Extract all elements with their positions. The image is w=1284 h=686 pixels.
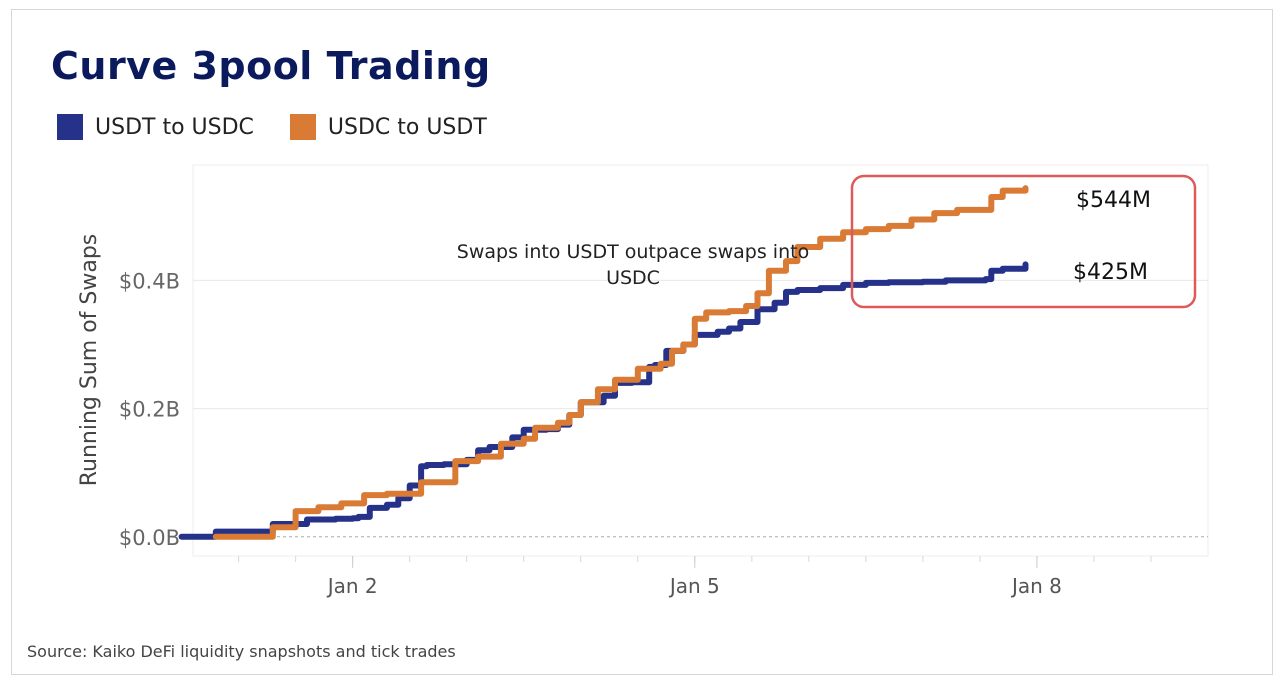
y-axis-title: Running Sum of Swaps (77, 234, 102, 487)
annotation-line-2: USDC (606, 267, 660, 289)
series-line-usdc-to-usdt (212, 185, 1029, 540)
y-tick-label: $0.4B (119, 269, 180, 293)
legend-swatch-usdt-to-usdc (57, 114, 83, 140)
end-label-usdc-to-usdt: $544M (1076, 188, 1151, 213)
highlight-box (850, 174, 1197, 309)
legend: USDT to USDC USDC to USDT (57, 114, 523, 140)
legend-item-usdt-to-usdc[interactable]: USDT to USDC (57, 114, 254, 140)
chart-frame (11, 9, 1273, 675)
x-tick-label: Jan 5 (668, 574, 720, 598)
legend-label-usdt-to-usdc: USDT to USDC (95, 114, 254, 140)
y-tick-label: $0.2B (119, 398, 180, 422)
legend-label-usdc-to-usdt: USDC to USDT (327, 114, 487, 140)
legend-swatch-usdc-to-usdt (289, 114, 316, 140)
plot-area-border (192, 164, 1209, 557)
chart-title: Curve 3pool Trading (51, 44, 491, 88)
series-line-usdt-to-usdc (178, 261, 1029, 540)
y-tick-label: $0.0B (119, 526, 180, 550)
x-tick-label: Jan 8 (1010, 574, 1062, 598)
legend-item-usdc-to-usdt[interactable]: USDC to USDT (289, 114, 487, 140)
source-note: Source: Kaiko DeFi liquidity snapshots a… (27, 642, 456, 661)
end-label-usdt-to-usdc: $425M (1073, 260, 1148, 285)
x-tick-label: Jan 2 (326, 574, 378, 598)
annotation-line-1: Swaps into USDT outpace swaps into (457, 241, 809, 263)
